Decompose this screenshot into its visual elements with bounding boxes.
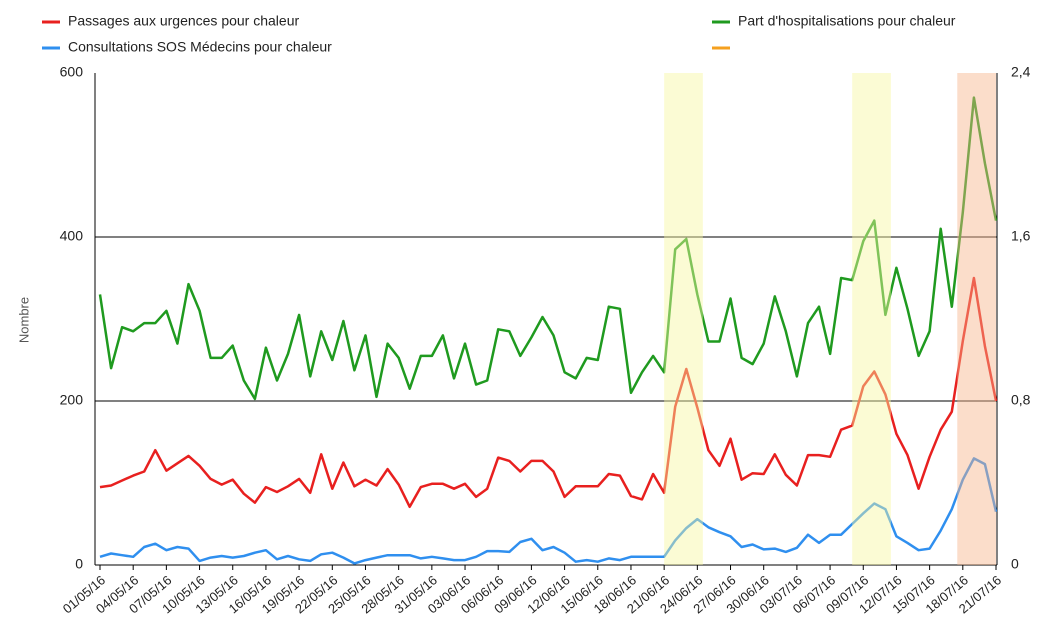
y2-tick-label: 2,4	[1011, 64, 1031, 80]
series-line	[99, 457, 998, 565]
y-tick-label: 600	[60, 64, 84, 80]
y2-tick-label: 1,6	[1011, 228, 1031, 244]
y2-tick-label: 0	[1011, 556, 1019, 572]
y-tick-label: 0	[75, 556, 83, 572]
series-line	[98, 96, 998, 401]
legend-label: Consultations SOS Médecins pour chaleur	[68, 39, 332, 55]
y-axis-title: Nombre	[16, 297, 31, 343]
legend-label: Passages aux urgences pour chaleur	[68, 13, 299, 29]
series-line	[99, 276, 998, 509]
y-tick-label: 200	[60, 392, 84, 408]
y2-tick-label: 0,8	[1011, 392, 1031, 408]
highlight-band	[664, 73, 703, 565]
y-tick-label: 400	[60, 228, 84, 244]
highlight-band	[852, 73, 891, 565]
legend-label: Part d'hospitalisations pour chaleur	[738, 13, 956, 29]
highlight-band	[957, 73, 996, 565]
